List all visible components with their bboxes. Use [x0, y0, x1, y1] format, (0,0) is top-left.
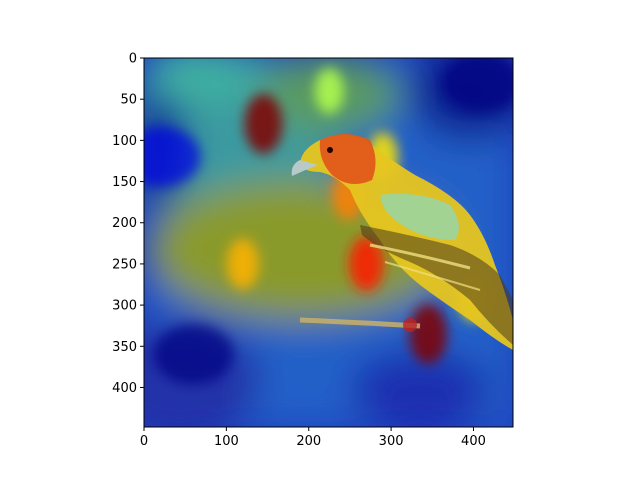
y-axis: 0 50 100 150 200 250 300 350 400 [112, 52, 144, 396]
cold-region [153, 324, 234, 385]
x-tick-label: 0 [140, 434, 148, 449]
y-tick-label: 0 [129, 52, 137, 67]
y-tick-label: 400 [112, 381, 137, 396]
y-tick-label: 200 [112, 216, 137, 231]
x-axis: 0 100 200 300 400 [140, 427, 486, 449]
y-tick-label: 150 [112, 175, 137, 190]
y-tick-label: 100 [112, 134, 137, 149]
x-tick-label: 300 [379, 434, 404, 449]
heat-hotspot [409, 303, 448, 364]
x-tick-label: 200 [296, 434, 321, 449]
cold-region [144, 126, 201, 187]
heat-hotspot [226, 238, 259, 290]
y-tick-label: 250 [112, 257, 137, 272]
y-tick-label: 50 [120, 93, 137, 108]
heat-hotspot [314, 68, 344, 114]
heat-hotspot [244, 93, 283, 154]
cold-region [441, 58, 513, 113]
plot-frame [143, 57, 514, 428]
x-tick-label: 100 [214, 434, 239, 449]
bird-photo [291, 134, 513, 350]
y-tick-label: 300 [112, 299, 137, 314]
x-tick-label: 400 [461, 434, 486, 449]
heat-hotspot [348, 236, 384, 292]
heatmap-image [144, 58, 513, 427]
y-tick-label: 350 [112, 340, 137, 355]
